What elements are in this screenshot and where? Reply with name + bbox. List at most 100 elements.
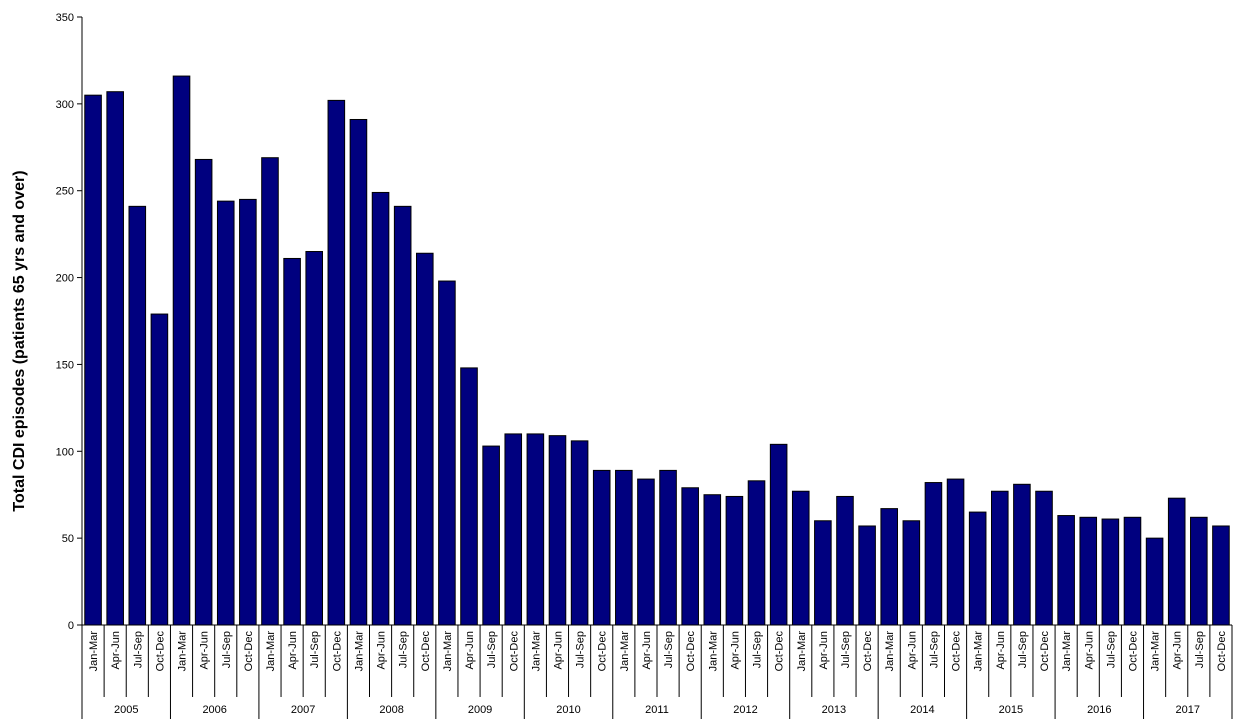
quarter-label: Jan-Mar xyxy=(177,631,189,672)
bar xyxy=(150,313,169,626)
quarter-label: Jan-Mar xyxy=(796,631,808,672)
quarter-label: Jul-Sep xyxy=(132,631,144,668)
quarter-label: Jul-Sep xyxy=(840,631,852,668)
year-label: 2009 xyxy=(468,704,492,716)
bar xyxy=(283,257,301,626)
bar xyxy=(990,490,1009,626)
quarter-label: Jan-Mar xyxy=(265,631,277,672)
y-tick-label: 250 xyxy=(56,186,74,198)
quarter-label: Jan-Mar xyxy=(1061,631,1073,672)
bar xyxy=(216,200,235,626)
quarter-label: Oct-Dec xyxy=(420,631,432,672)
quarter-label: Jul-Sep xyxy=(752,631,764,668)
quarter-label: Jan-Mar xyxy=(353,631,365,672)
bar xyxy=(791,490,810,626)
quarter-label: Jan-Mar xyxy=(442,631,454,672)
labels-group: Jan-Mar Apr-Jun Jul-Sep Oct-Dec Jan-Mar Apr-J… xyxy=(88,631,1228,716)
bar xyxy=(1079,516,1098,626)
bar xyxy=(393,205,412,626)
quarter-label: Jul-Sep xyxy=(663,631,675,668)
bar xyxy=(836,495,854,626)
bar xyxy=(504,433,523,626)
bar xyxy=(460,367,478,626)
quarter-label: Oct-Dec xyxy=(951,631,963,672)
bar xyxy=(84,94,102,626)
quarter-label: Jan-Mar xyxy=(884,631,896,672)
quarter-label: Jan-Mar xyxy=(707,631,719,672)
quarter-label: Oct-Dec xyxy=(154,631,166,672)
bar xyxy=(371,191,390,626)
bar xyxy=(902,520,921,626)
year-label: 2015 xyxy=(999,704,1023,716)
bar xyxy=(725,495,744,626)
bar xyxy=(438,280,456,626)
bar xyxy=(239,198,257,626)
y-tick-label: 100 xyxy=(56,446,74,458)
quarter-label: Apr-Jun xyxy=(199,631,211,670)
year-label: 2017 xyxy=(1176,704,1200,716)
bar xyxy=(880,508,899,626)
quarter-label: Jul-Sep xyxy=(575,631,587,668)
quarter-label: Apr-Jun xyxy=(906,631,918,670)
quarter-label: Oct-Dec xyxy=(1216,631,1228,672)
y-tick-label: 300 xyxy=(56,99,74,111)
quarter-label: Jul-Sep xyxy=(221,631,233,668)
quarter-label: Apr-Jun xyxy=(376,631,388,670)
axes-group: 0 50 100 150 200 250 300 350 xyxy=(56,12,1233,719)
bar xyxy=(1212,525,1230,626)
bar xyxy=(769,443,788,626)
bar xyxy=(261,157,279,626)
bar xyxy=(1145,537,1164,626)
quarter-label: Apr-Jun xyxy=(729,631,741,670)
bar xyxy=(327,99,346,626)
bar xyxy=(703,494,722,626)
bar xyxy=(172,75,191,626)
year-label: 2013 xyxy=(822,704,846,716)
quarter-label: Jul-Sep xyxy=(1017,631,1029,668)
bar xyxy=(1057,515,1075,626)
quarter-label: Jan-Mar xyxy=(88,631,100,672)
year-label: 2012 xyxy=(733,704,757,716)
bar xyxy=(570,440,589,626)
y-tick-label: 50 xyxy=(62,533,74,545)
bar xyxy=(924,482,943,626)
quarter-label: Oct-Dec xyxy=(331,631,343,672)
bar xyxy=(415,252,434,626)
bar xyxy=(747,480,766,626)
bar xyxy=(482,445,500,626)
bar xyxy=(592,469,611,626)
bar xyxy=(858,525,876,626)
quarter-label: Oct-Dec xyxy=(862,631,874,672)
quarter-label: Apr-Jun xyxy=(1172,631,1184,670)
quarter-label: Oct-Dec xyxy=(508,631,520,672)
bar xyxy=(968,511,987,626)
quarter-label: Apr-Jun xyxy=(552,631,564,670)
quarter-label: Jul-Sep xyxy=(486,631,498,668)
bar xyxy=(548,435,567,626)
bar xyxy=(1035,490,1053,626)
quarter-label: Apr-Jun xyxy=(464,631,476,670)
year-label: 2008 xyxy=(379,704,403,716)
bar xyxy=(659,469,677,626)
quarter-label: Jul-Sep xyxy=(1105,631,1117,668)
quarter-label: Apr-Jun xyxy=(110,631,122,670)
quarter-label: Apr-Jun xyxy=(818,631,830,670)
quarter-label: Jul-Sep xyxy=(928,631,940,668)
year-label: 2016 xyxy=(1087,704,1111,716)
bar xyxy=(128,205,147,626)
y-axis-title: Total CDI episodes (patients 65 yrs and … xyxy=(11,170,28,511)
quarter-label: Oct-Dec xyxy=(685,631,697,672)
bars-group xyxy=(84,75,1230,626)
quarter-label: Jan-Mar xyxy=(1150,631,1162,672)
quarter-label: Apr-Jun xyxy=(1083,631,1095,670)
bar xyxy=(1013,483,1031,626)
bar xyxy=(946,478,965,626)
year-label: 2006 xyxy=(202,704,226,716)
bar xyxy=(814,520,832,626)
quarter-label: Oct-Dec xyxy=(774,631,786,672)
bar xyxy=(637,478,655,626)
year-label: 2014 xyxy=(910,704,934,716)
quarter-label: Jul-Sep xyxy=(309,631,321,668)
bar xyxy=(1190,516,1208,626)
